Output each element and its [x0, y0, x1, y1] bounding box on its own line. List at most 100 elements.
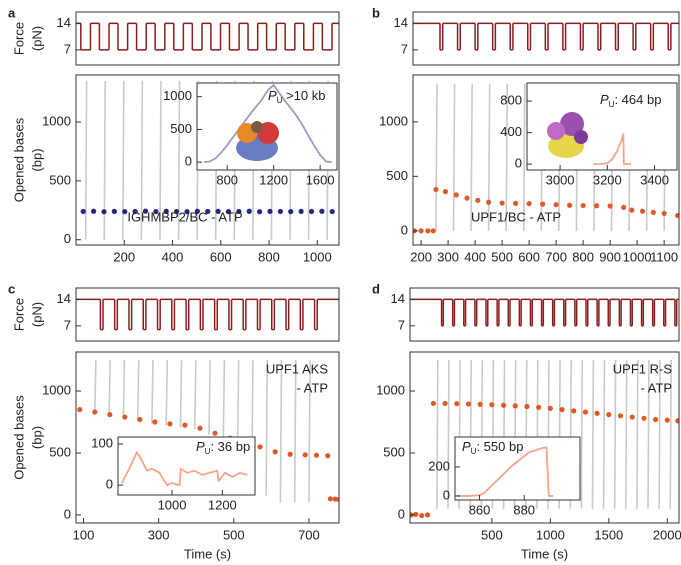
data-point: [454, 401, 460, 407]
y-tick-label: 7: [398, 317, 405, 332]
label-subscript: U: [471, 447, 477, 456]
data-point: [167, 421, 173, 427]
data-point: [499, 200, 505, 206]
label-text: : 464 bp: [614, 92, 661, 107]
data-point: [547, 405, 553, 411]
plot-area: 7 14: [391, 287, 680, 342]
data-point: [91, 208, 97, 214]
annotation: - ATP: [296, 380, 328, 395]
panel-label: b: [372, 5, 380, 20]
spike-trace: [93, 360, 311, 503]
data-point: [215, 208, 221, 214]
data-point: [142, 208, 149, 214]
inset-label: PU: 36 bp: [196, 439, 250, 456]
frame: [526, 82, 678, 171]
protein-domain: [251, 121, 263, 133]
data-point: [137, 416, 143, 423]
x-tick-label: 2000: [653, 527, 681, 542]
data-point: [465, 401, 472, 407]
data-point: [302, 452, 308, 458]
data-point: [639, 208, 646, 214]
protein-domain: [574, 130, 588, 144]
data-point: [101, 209, 107, 215]
protein-domain: [547, 122, 565, 140]
data-layer: [76, 22, 339, 51]
frame: [117, 436, 256, 496]
inset-background: [118, 437, 255, 495]
x-tick-label: 800: [258, 249, 280, 264]
data-point: [329, 208, 335, 215]
x-tick-label: 500: [481, 527, 503, 542]
y-tick-label: 0: [398, 506, 405, 521]
y-tick-label: 400: [500, 124, 522, 139]
y-tick-label: 14: [57, 291, 71, 306]
data-point: [308, 208, 315, 215]
y-tick-label: 0: [64, 506, 71, 521]
frame: [196, 82, 338, 171]
inset: 0 400 800 3000 3200 3400 PU: 464 bp: [500, 82, 678, 187]
x-tick-label: 800: [572, 249, 594, 264]
annotation: IGHMBP2/BC - ATP: [127, 209, 242, 224]
frame: [75, 11, 340, 66]
y-tick-label: 500: [170, 121, 192, 136]
panel-label: a: [8, 5, 16, 20]
y-tick-label: 0: [401, 222, 408, 237]
y-tick-label: 7: [64, 317, 71, 332]
y-tick-label: 500: [49, 444, 71, 459]
y-tick-label: 0: [443, 487, 450, 502]
y-tick-label: 14: [57, 15, 71, 30]
data-point: [332, 496, 338, 502]
y-tick-label: 200: [428, 458, 450, 473]
data-point: [582, 409, 589, 415]
x-tick-label: 500: [491, 249, 513, 264]
data-point: [122, 414, 128, 420]
data-layer: [457, 446, 554, 497]
data-point: [111, 208, 117, 214]
frame: [409, 287, 680, 342]
data-point: [453, 192, 459, 198]
y-tick-label: 14: [391, 291, 405, 306]
y-tick-label: 0: [106, 477, 113, 492]
y-tick-label: 1000: [163, 88, 192, 103]
y-axis-label: Force: [11, 298, 26, 331]
y-tick-label: 500: [383, 444, 405, 459]
annotation: - ATP: [640, 380, 672, 395]
frame: [75, 74, 340, 246]
x-tick-label: 860: [469, 502, 491, 517]
protein-structures: [236, 112, 588, 161]
x-tick-label: 1200: [208, 497, 237, 512]
label-subscript: U: [205, 447, 211, 456]
x-tick-label: 1600: [306, 172, 335, 187]
x-tick-label: 700: [298, 527, 320, 542]
data-point: [205, 208, 211, 215]
frame: [454, 436, 581, 501]
data-point: [526, 200, 532, 207]
data-point: [236, 208, 242, 215]
x-tick-label: 600: [518, 249, 540, 264]
data-point: [442, 400, 448, 407]
data-point: [661, 210, 667, 216]
x-tick-label: 1000: [158, 497, 187, 512]
data-point: [246, 208, 252, 214]
data-point: [77, 407, 83, 413]
data-point: [174, 208, 180, 215]
plot-area: 0 500 1000 200 400 600 800 1000 Opened bases (bp)…: [11, 74, 340, 264]
inset-background: [455, 437, 580, 500]
label-text: >10 kb: [282, 88, 325, 103]
x-tick-label: 400: [464, 249, 486, 264]
data-layer: [410, 360, 679, 519]
data-point: [272, 449, 278, 455]
data-point: [325, 453, 331, 459]
label-text: : 550 bp: [476, 439, 523, 454]
data-point: [288, 208, 294, 215]
y-tick-label: 500: [386, 168, 408, 183]
label-symbol: P: [268, 88, 277, 103]
trace: [120, 451, 248, 487]
data-point: [419, 512, 425, 519]
data-point: [184, 209, 190, 215]
annotation: UPF1 AKS: [266, 361, 328, 376]
data-point: [92, 409, 98, 415]
data-layer: [593, 133, 631, 165]
